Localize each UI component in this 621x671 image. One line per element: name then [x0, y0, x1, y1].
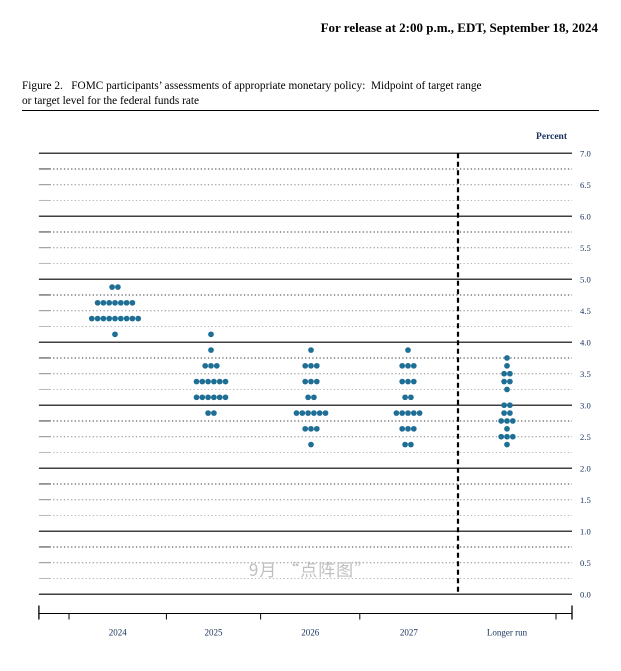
svg-text:2.0: 2.0 — [580, 464, 591, 474]
svg-text:0.0: 0.0 — [580, 590, 591, 600]
svg-text:Longer run: Longer run — [487, 628, 528, 638]
svg-text:6.5: 6.5 — [580, 180, 591, 190]
svg-text:7.0: 7.0 — [580, 149, 591, 159]
svg-text:6.0: 6.0 — [580, 212, 591, 222]
svg-text:2027: 2027 — [400, 628, 419, 638]
svg-text:1.0: 1.0 — [580, 527, 591, 537]
svg-text:4.5: 4.5 — [580, 306, 591, 316]
svg-text:2025: 2025 — [205, 628, 224, 638]
svg-text:1.5: 1.5 — [580, 495, 591, 505]
svg-text:3.0: 3.0 — [580, 401, 591, 411]
svg-text:3.5: 3.5 — [580, 369, 591, 379]
svg-text:5.5: 5.5 — [580, 243, 591, 253]
svg-text:2026: 2026 — [301, 628, 320, 638]
svg-text:5.0: 5.0 — [580, 275, 591, 285]
svg-text:2.5: 2.5 — [580, 432, 591, 442]
svg-text:Percent: Percent — [536, 132, 568, 142]
svg-text:2024: 2024 — [109, 628, 128, 638]
svg-text:4.0: 4.0 — [580, 338, 591, 348]
